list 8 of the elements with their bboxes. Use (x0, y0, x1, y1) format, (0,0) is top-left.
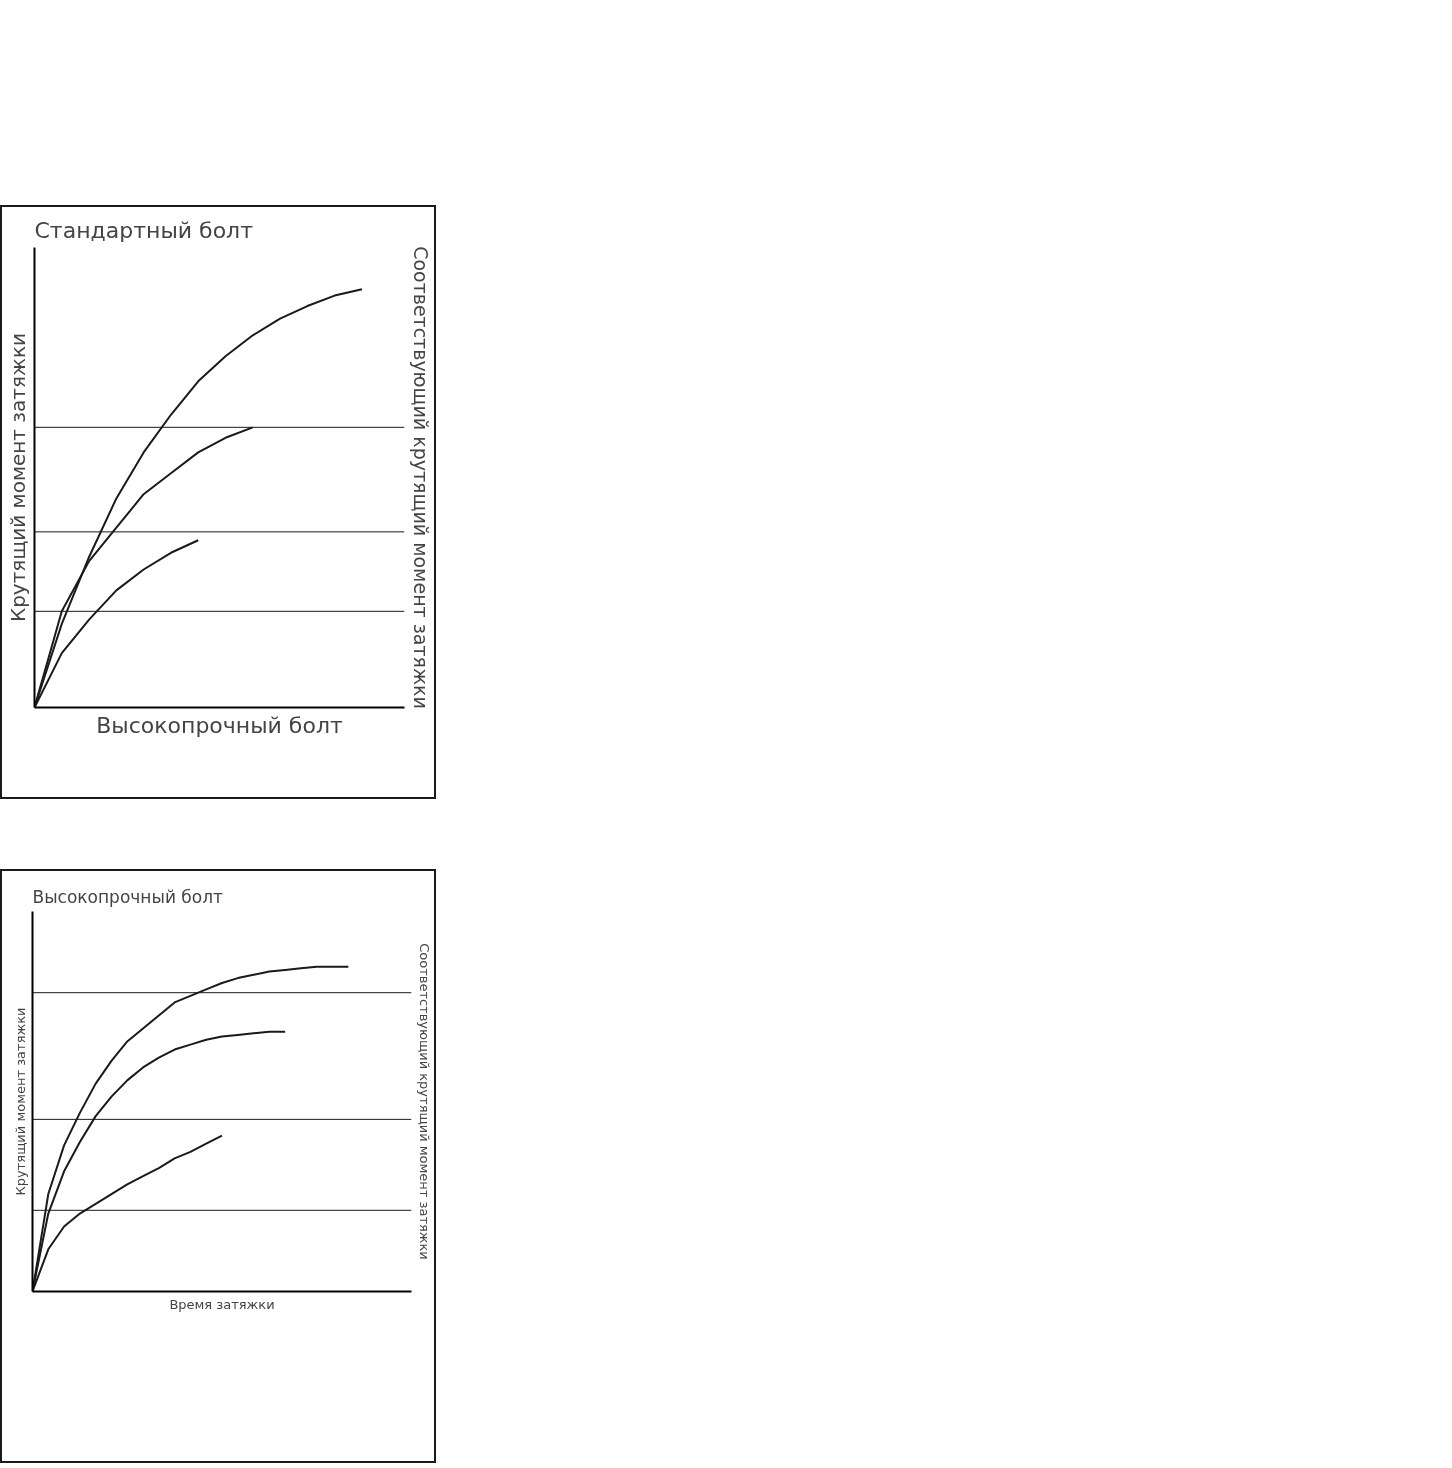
x-axis-title: Время затяжки (169, 1296, 275, 1312)
x-axis-title: Высокопрочный болт (96, 712, 343, 738)
y-axis-title: Крутящий момент затяжки (12, 1007, 28, 1196)
chart-title: Высокопрочный болт (32, 886, 224, 907)
y-axis-title: Крутящий момент затяжки (5, 332, 30, 623)
y2-axis-title: Соответствующий крутящий момент затяжки (409, 246, 432, 709)
chart-title: Стандартный болт (34, 217, 254, 243)
y2-axis-title: Соответствующий крутящий момент затяжки (416, 943, 432, 1260)
